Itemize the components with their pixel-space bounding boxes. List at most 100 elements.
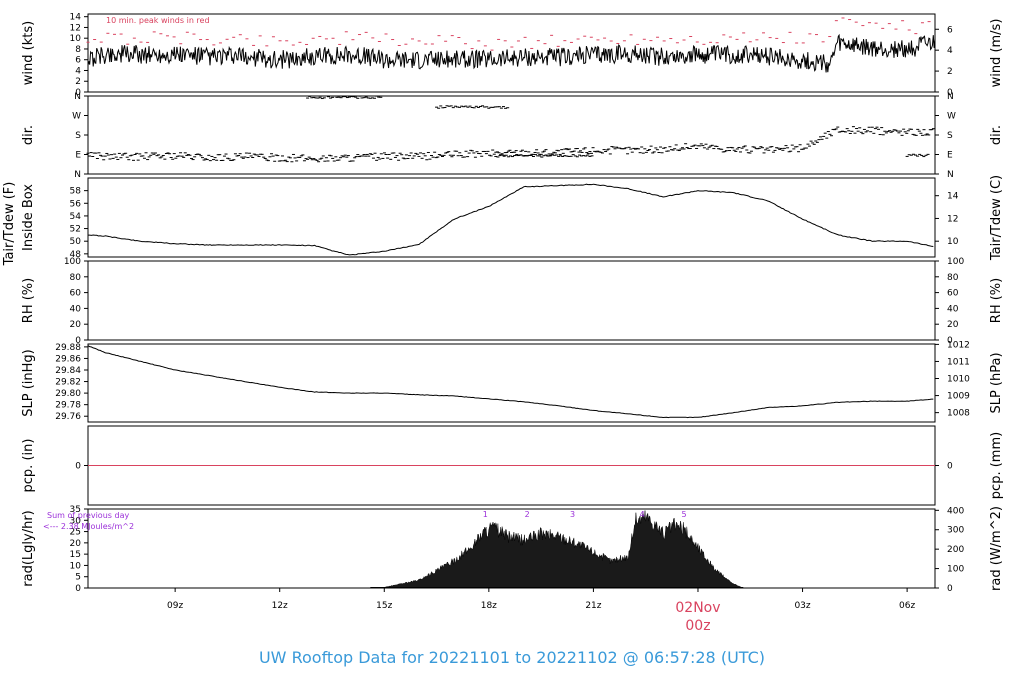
tick-label: 400 (947, 506, 964, 516)
tick-label: 1009 (947, 392, 970, 402)
tick-label: 0 (947, 462, 953, 472)
tick-label: 14 (947, 192, 959, 202)
tick-label: 54 (70, 212, 82, 222)
x-tick-label: 15z (376, 601, 392, 611)
peak-marker-label: 1 (483, 510, 488, 519)
y-axis-label-left: dir. (21, 125, 36, 145)
tick-label: 10 (947, 237, 959, 247)
y-axis-label-left: wind (kts) (21, 21, 36, 85)
tick-label: 60 (70, 289, 82, 299)
tick-label: 56 (70, 199, 82, 209)
tick-label: W (947, 112, 956, 122)
tick-label: 5 (75, 573, 81, 583)
y-axis-label-left: rad(Lgly/hr) (21, 510, 36, 586)
x-tick-label: 12z (272, 601, 288, 611)
tick-label: 2 (75, 77, 81, 87)
tick-label: 1008 (947, 409, 970, 419)
tick-label: 10 (70, 561, 82, 571)
slp-series (87, 345, 934, 419)
radiation-sum-note: <--- 2.38 MJoules/m^2 (43, 522, 134, 531)
y-axis-label-right: Tair/Tdew (C) (989, 175, 1004, 261)
tick-label: 30 (70, 516, 82, 526)
tick-label: 12 (70, 23, 81, 33)
tick-label: 6 (75, 56, 81, 66)
tick-label: W (72, 112, 81, 122)
date-hour-label: 00z (685, 618, 711, 634)
tick-label: 14 (70, 13, 82, 23)
tick-label: S (75, 131, 81, 141)
peak-wind-note: 10 min. peak winds in red (106, 16, 210, 25)
y-axis-label-left: Inside Box (21, 184, 36, 251)
tick-label: E (947, 151, 953, 161)
tick-label: 29.78 (55, 401, 81, 411)
tick-label: 8 (75, 45, 81, 55)
tick-label: 58 (70, 187, 82, 197)
panel-frame-rh (87, 260, 936, 341)
x-tick-label: 09z (167, 601, 183, 611)
tick-label: 1012 (947, 340, 970, 350)
y-axis-label-right: rad (W/m^2) (989, 506, 1004, 591)
tick-label: 20 (70, 539, 82, 549)
tick-label: 12 (947, 214, 958, 224)
tick-label: N (74, 92, 81, 102)
tick-label: 29.84 (55, 366, 81, 376)
tick-label: 29.80 (55, 389, 81, 399)
panel-frame-temp (87, 177, 936, 258)
tick-label: 4 (75, 66, 81, 76)
x-tick-label: 18z (481, 601, 497, 611)
tick-label: 100 (947, 565, 964, 575)
tick-label: 50 (70, 237, 82, 247)
temp-series (88, 183, 934, 256)
tick-label: 40 (947, 304, 959, 314)
tick-label: 48 (70, 250, 82, 260)
y-axis-label-right: pcp. (mm) (989, 432, 1004, 499)
x-tick-label: 06z (899, 601, 915, 611)
tick-label: 29.86 (55, 354, 81, 364)
y-axis-label-left: Tair/Tdew (F) (2, 182, 17, 267)
tick-label: 0 (75, 462, 81, 472)
tick-label: 4 (947, 46, 953, 56)
tick-label: N (947, 92, 954, 102)
tick-label: 29.76 (55, 412, 81, 422)
tick-label: 10 (70, 34, 82, 44)
page-title: UW Rooftop Data for 20221101 to 20221102… (258, 648, 766, 667)
tick-label: 60 (947, 289, 959, 299)
tick-label: 300 (947, 526, 964, 536)
tick-label: N (947, 170, 954, 180)
x-tick-label: 03z (794, 601, 810, 611)
tick-label: 52 (70, 225, 81, 235)
tick-label: 25 (70, 528, 81, 538)
radiation-series (370, 510, 744, 589)
radiation-note: Sum of previous day (47, 511, 129, 520)
y-axis-label-right: RH (%) (989, 278, 1004, 323)
peak-marker-label: 4 (640, 510, 645, 519)
tick-label: 29.88 (55, 343, 81, 353)
y-axis-label-left: SLP (inHg) (21, 349, 36, 417)
date-label: 02Nov (675, 600, 721, 616)
peak-marker-label: 3 (570, 510, 575, 519)
tick-label: 0 (75, 336, 81, 346)
y-axis-label-right: dir. (989, 125, 1004, 145)
panel-frame-wind (87, 13, 936, 93)
wind-series (87, 33, 936, 73)
tick-label: 2 (947, 67, 953, 77)
y-axis-label-left: pcp. (in) (21, 439, 36, 493)
tick-label: 0 (947, 336, 953, 346)
tick-label: 200 (947, 545, 964, 555)
y-axis-label-left: RH (%) (21, 278, 36, 323)
tick-label: 29.82 (55, 378, 81, 388)
tick-label: 0 (75, 88, 81, 98)
tick-label: 80 (947, 273, 959, 283)
tick-label: 35 (70, 505, 81, 515)
peak-marker-label: 5 (681, 510, 686, 519)
tick-label: 100 (947, 257, 964, 267)
tick-label: 0 (947, 584, 953, 594)
tick-label: N (74, 170, 81, 180)
tick-label: 20 (70, 320, 82, 330)
tick-label: 20 (947, 320, 959, 330)
tick-label: 100 (64, 257, 81, 267)
tick-label: E (75, 151, 81, 161)
tick-label: 6 (947, 25, 953, 35)
x-tick-label: 21z (585, 601, 601, 611)
